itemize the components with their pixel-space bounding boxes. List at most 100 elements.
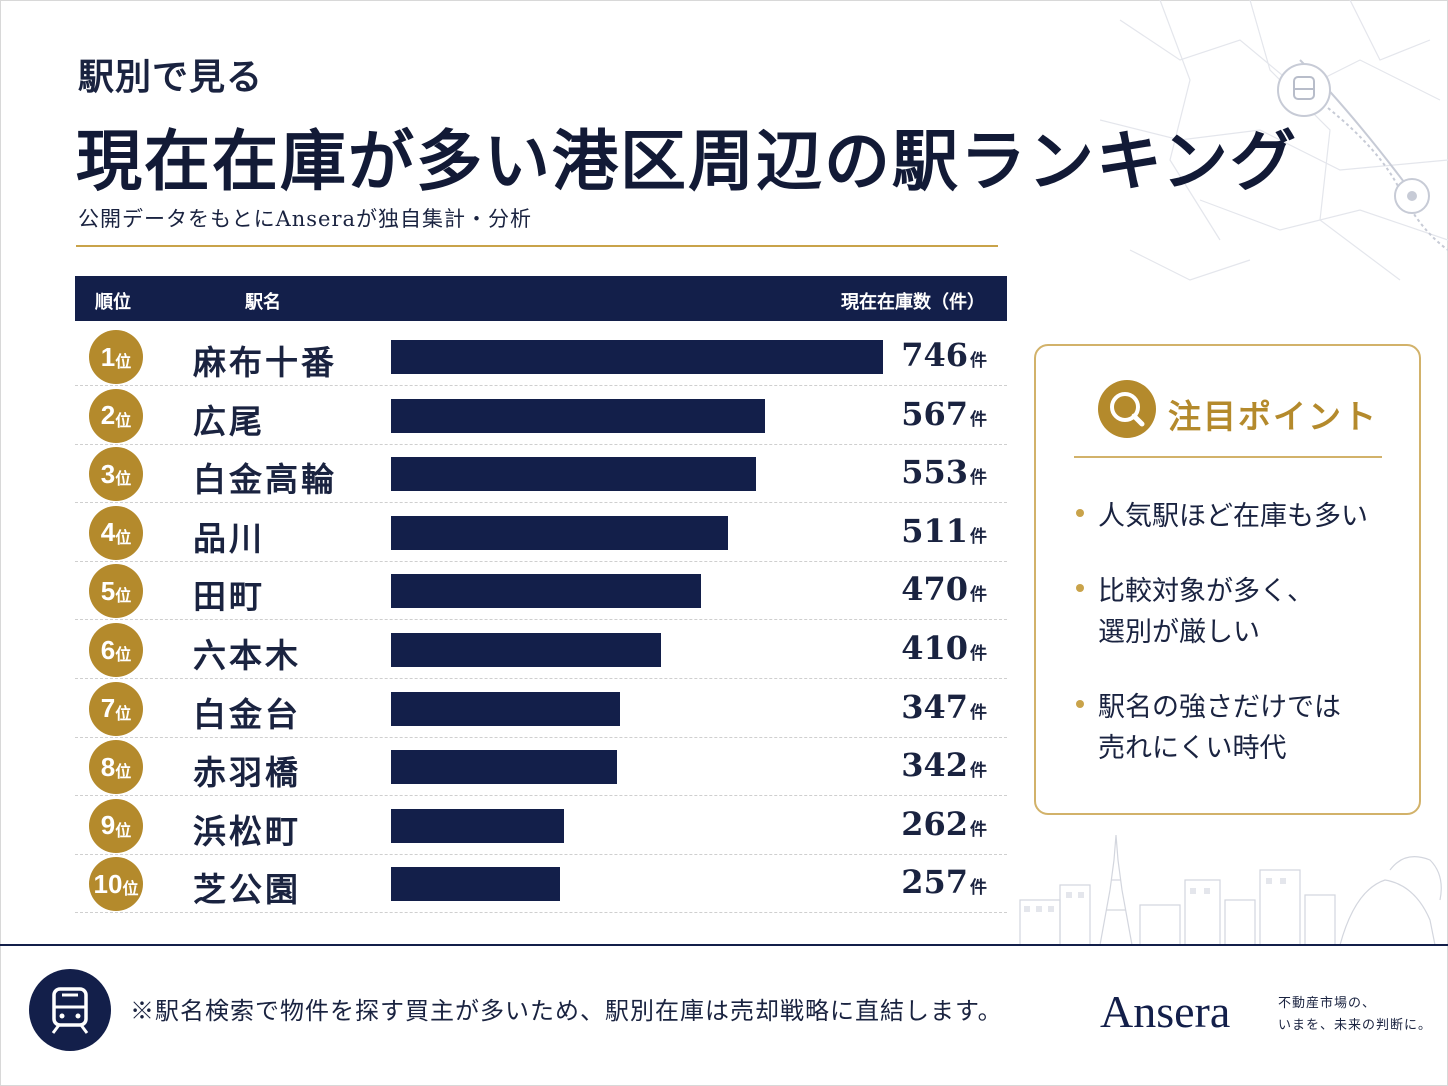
station-name: 白金台 — [193, 694, 301, 734]
rank-number: 5 — [100, 575, 116, 606]
bar — [391, 691, 620, 726]
rank-suffix: 位 — [115, 703, 132, 723]
point-line: 駅名の強さだけでは — [1098, 692, 1341, 723]
title-divider — [76, 245, 998, 247]
source-note: 公開データをもとにAnseraが独自集計・分析 — [78, 207, 533, 231]
value-number: 347 — [901, 687, 968, 726]
data-label: 257 件 — [901, 863, 987, 901]
value-unit: 件 — [970, 526, 987, 547]
page-title: 現在在庫が多い港区周辺の駅ランキング — [76, 122, 1299, 200]
data-label: 262 件 — [901, 805, 987, 843]
value-number: 553 — [901, 453, 968, 492]
table-row: 6 位 六本木 410 件 — [75, 619, 1007, 679]
value-unit: 件 — [970, 585, 987, 606]
value-unit: 件 — [970, 761, 987, 782]
bullet-dot — [1076, 509, 1084, 517]
rank-number: 1 — [100, 341, 116, 372]
table-row: 9 位 浜松町 262 件 — [75, 795, 1007, 855]
rank-suffix: 位 — [115, 410, 132, 430]
point-line: 売れにくい時代 — [1098, 733, 1287, 764]
data-label: 470 件 — [901, 570, 987, 608]
station-name: 品川 — [193, 518, 265, 558]
table-row: 8 位 赤羽橋 342 件 — [75, 736, 1007, 797]
value-unit: 件 — [970, 878, 987, 899]
points-title: 注目ポイント — [1168, 397, 1378, 436]
bullet-dot — [1076, 700, 1084, 708]
rank-number: 3 — [100, 458, 116, 489]
points-divider — [1074, 456, 1382, 458]
bar — [391, 340, 883, 374]
station-name: 田町 — [193, 577, 265, 617]
rank-suffix: 位 — [115, 762, 132, 782]
rank-number: 4 — [100, 517, 116, 548]
data-label: 553 件 — [901, 453, 987, 491]
bar — [391, 633, 662, 667]
point-line: 選別が厳しい — [1098, 617, 1260, 648]
data-label: 511 件 — [901, 512, 987, 550]
footer-note: ※駅名検索で物件を探す買主が多いため、駅別在庫は売却戦略に直結します。 — [130, 997, 1003, 1025]
table-row: 4 位 品川 511 件 — [75, 502, 1007, 562]
point-line: 比較対象が多く、 — [1098, 576, 1314, 607]
bar — [391, 750, 617, 785]
value-unit: 件 — [970, 351, 987, 371]
bar — [391, 808, 564, 843]
table-row: 5 位 田町 470 件 — [75, 560, 1007, 621]
footer-divider — [0, 944, 1448, 946]
value-number: 257 — [901, 863, 968, 902]
table-row: 10 位 芝公園 257 件 — [75, 853, 1007, 914]
value-unit: 件 — [970, 468, 987, 489]
rank-number: 10 — [93, 868, 123, 899]
value-number: 262 — [901, 804, 968, 843]
table-row: 3 位 白金高輪 553 件 — [75, 443, 1007, 504]
data-label: 342 件 — [901, 746, 987, 784]
point-line: 人気駅ほど在庫も多い — [1098, 501, 1368, 532]
bar — [391, 457, 756, 492]
point-item: 比較対象が多く、 選別が厳しい — [1076, 571, 1406, 653]
value-number: 342 — [901, 746, 968, 785]
rank-suffix: 位 — [122, 879, 139, 899]
train-icon — [29, 969, 111, 1051]
data-label: 410 件 — [901, 629, 987, 667]
rank-number: 2 — [100, 400, 116, 431]
bar — [391, 515, 728, 550]
bar — [391, 867, 561, 902]
data-label: 567 件 — [901, 395, 987, 433]
station-name: 広尾 — [193, 401, 265, 441]
rank-number: 8 — [100, 751, 116, 782]
points-list: 人気駅ほど在庫も多い 比較対象が多く、 選別が厳しい 駅名の強さだけでは 売れにくい時代 — [1076, 496, 1406, 803]
value-number: 511 — [901, 511, 968, 550]
rank-suffix: 位 — [115, 527, 132, 547]
column-header-count: 現在在庫数（件） — [841, 292, 985, 313]
value-unit: 件 — [970, 819, 987, 840]
value-unit: 件 — [970, 409, 987, 430]
value-unit: 件 — [970, 644, 987, 664]
tagline-line-1: 不動産市場の、 — [1278, 996, 1377, 1011]
tagline-line-2: いまを、未来の判断に。 — [1278, 1018, 1433, 1033]
station-name: 白金高輪 — [193, 460, 337, 500]
station-name: 浜松町 — [193, 811, 301, 851]
brand-tagline: 不動産市場の、 いまを、未来の判断に。 — [1278, 993, 1432, 1037]
rank-suffix: 位 — [115, 820, 132, 840]
bullet-dot — [1076, 584, 1084, 592]
data-label: 746 件 — [901, 336, 987, 374]
rank-number: 6 — [100, 634, 116, 665]
rank-badge: 10 位 — [89, 857, 143, 912]
station-name: 麻布十番 — [193, 343, 337, 382]
rank-number: 9 — [100, 810, 116, 841]
column-header-rank: 順位 — [95, 292, 131, 313]
station-name: 六本木 — [193, 636, 301, 675]
rank-suffix: 位 — [115, 352, 132, 371]
value-number: 470 — [901, 570, 968, 609]
point-item: 駅名の強さだけでは 売れにくい時代 — [1076, 687, 1406, 769]
rank-suffix: 位 — [115, 469, 132, 489]
value-number: 746 — [901, 336, 968, 374]
highlight-points-panel: 注目ポイント 人気駅ほど在庫も多い 比較対象が多く、 選別が厳しい 駅名の強さだけでは… — [1034, 344, 1421, 815]
table-row: 1 位 麻布十番 746 件 — [75, 326, 1007, 386]
